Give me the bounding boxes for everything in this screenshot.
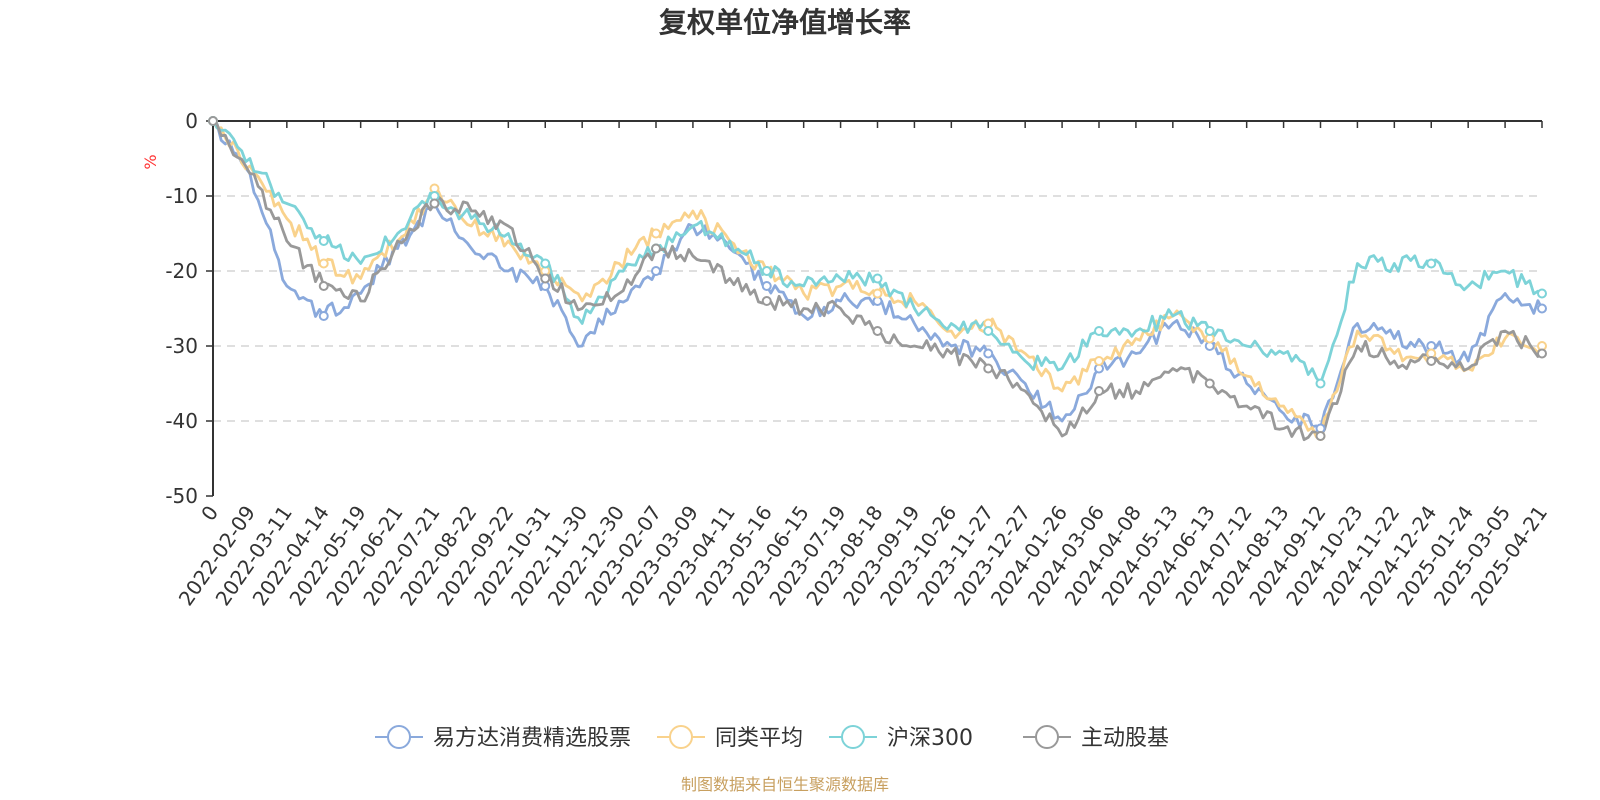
legend-marker <box>387 725 411 749</box>
series-point <box>1094 386 1104 396</box>
series-point <box>983 363 994 374</box>
series-point <box>1315 378 1326 389</box>
series-point <box>651 228 661 239</box>
credit-text: 制图数据来自恒生聚源数据库 <box>681 775 889 794</box>
legend-marker <box>841 725 865 749</box>
series-point <box>540 258 551 269</box>
series-point <box>872 273 883 284</box>
series-point <box>1204 326 1215 336</box>
legend-marker <box>669 725 693 749</box>
x-tick-label: 0 <box>196 501 223 525</box>
legend-label: 主动股基 <box>1081 726 1169 751</box>
series-point <box>983 348 994 359</box>
y-tick-label: -10 <box>165 184 198 208</box>
legend-item[interactable]: 易方达消费精选股票 <box>375 725 631 751</box>
series-point <box>429 198 440 209</box>
legend-label: 易方达消费精选股票 <box>433 726 631 751</box>
series-point <box>1426 356 1437 366</box>
series-point <box>1094 326 1104 336</box>
series-point <box>872 326 883 336</box>
legend-marker <box>1035 725 1059 749</box>
series-point <box>761 266 772 276</box>
series-point <box>1537 288 1547 299</box>
series-point <box>1537 303 1547 314</box>
legend-item[interactable]: 主动股基 <box>1023 725 1169 751</box>
y-tick-label: -20 <box>165 259 198 283</box>
legend-item[interactable]: 沪深300 <box>829 725 973 751</box>
series-point <box>318 236 329 246</box>
y-tick-label: -40 <box>165 409 198 433</box>
chart-title: 复权单位净值增长率 <box>659 6 911 39</box>
series-point <box>540 273 551 284</box>
series-point <box>318 311 329 321</box>
series-point <box>318 258 329 269</box>
series-line <box>211 120 1543 385</box>
series-point <box>1537 348 1547 359</box>
y-tick-label: 0 <box>185 109 198 133</box>
series-point <box>761 281 772 291</box>
series-point <box>1426 258 1437 269</box>
series-point <box>872 288 883 299</box>
series-point <box>208 116 218 126</box>
series-point <box>318 281 329 291</box>
series-point <box>761 296 772 306</box>
series-point <box>651 266 661 276</box>
series-point <box>1315 431 1326 441</box>
y-tick-label: -30 <box>165 334 198 358</box>
series-point <box>1204 378 1215 389</box>
legend-item[interactable]: 同类平均 <box>657 725 803 751</box>
series-point <box>983 326 994 336</box>
legend-label: 同类平均 <box>715 726 803 751</box>
series-point <box>1094 356 1104 366</box>
legend-label: 沪深300 <box>887 726 973 751</box>
y-unit-label: % <box>141 154 160 169</box>
y-tick-label: -50 <box>165 484 198 508</box>
series-point <box>651 243 661 254</box>
